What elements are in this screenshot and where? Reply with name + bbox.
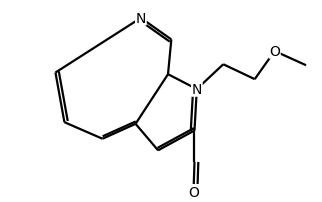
Text: O: O: [188, 185, 199, 199]
Text: O: O: [269, 45, 280, 59]
Text: N: N: [136, 12, 146, 26]
Text: N: N: [192, 83, 202, 97]
